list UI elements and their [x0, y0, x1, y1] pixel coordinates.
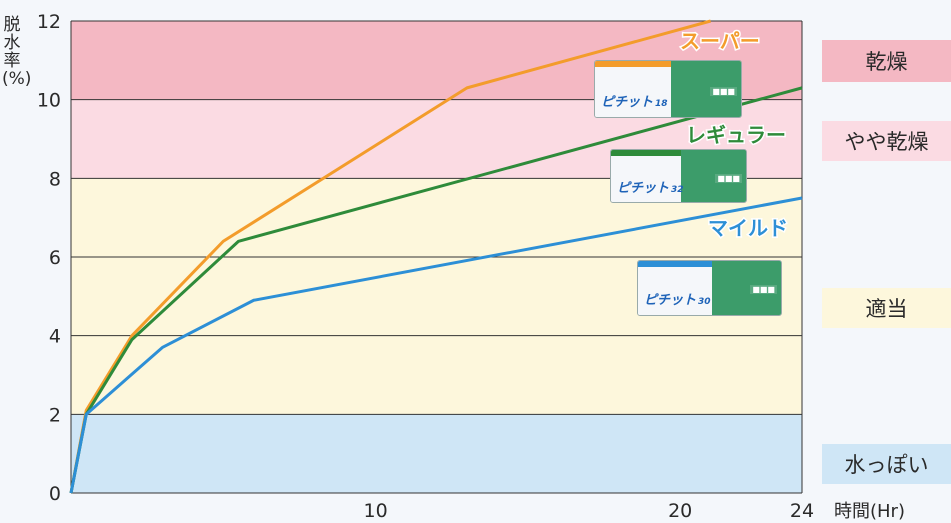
zone-label-text: 水っぽい [844, 453, 929, 477]
product-brand: ピチット [644, 293, 697, 308]
series-line [69, 196, 803, 494]
series-label: マイルド [708, 216, 788, 240]
y-tick-labels: 0 2 4 6 8 10 12 [37, 11, 61, 505]
zone-band [71, 414, 802, 493]
series-label: レギュラー [686, 123, 786, 147]
x-tick-label: 24 [790, 500, 814, 522]
y-axis-label: 脱水率(%) [2, 15, 32, 89]
zone-label-text: 適当 [865, 297, 908, 321]
y-tick-label: 4 [49, 326, 61, 348]
zone-label-text: 乾燥 [865, 50, 908, 74]
product-brand: ピチット [617, 181, 670, 196]
zone-label-dry: 乾燥 [822, 40, 951, 82]
y-tick-label: 6 [49, 247, 61, 269]
y-tick-label: 8 [49, 168, 61, 190]
x-tick-label: 10 [363, 500, 387, 522]
y-tick-label: 2 [49, 404, 61, 426]
series-label: スーパー [680, 29, 760, 53]
series-lines [69, 19, 803, 494]
product-box-super: ■■■ ピチット 18 [594, 60, 742, 118]
y-tick-label: 12 [37, 11, 61, 33]
product-box-mild: ■■■ ピチット 30 [637, 260, 782, 316]
product-number: 18 [655, 99, 668, 109]
zone-label-appropriate: 適当 [822, 288, 951, 328]
product-number: 32 [671, 185, 684, 195]
zone-label-watery: 水っぽい [822, 444, 951, 484]
x-tick-labels: 10 20 24 [363, 500, 814, 522]
zone-label-text: やや乾燥 [844, 130, 929, 154]
y-tick-label: 10 [37, 90, 61, 112]
product-number: 30 [698, 297, 711, 307]
gridlines [70, 20, 803, 494]
x-axis-label: 時間(Hr) [834, 501, 905, 522]
product-box-regular: ■■■ ピチット 32 [610, 149, 747, 203]
x-tick-label: 20 [668, 500, 692, 522]
product-brand: ピチット [601, 95, 654, 110]
y-tick-label: 0 [49, 483, 61, 505]
zone-label-slightly-dry: やや乾燥 [822, 121, 951, 161]
